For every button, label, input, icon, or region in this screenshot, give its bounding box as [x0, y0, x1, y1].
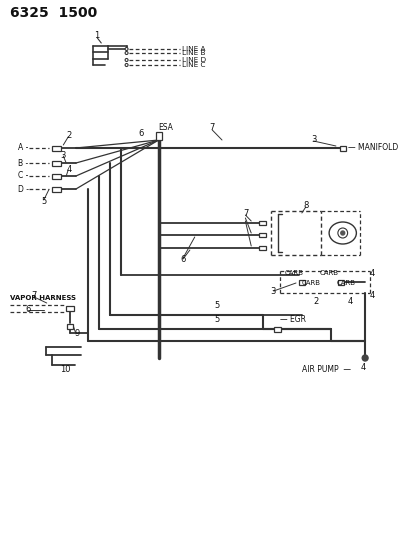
Bar — [259, 233, 266, 237]
Text: A -: A - — [18, 143, 28, 152]
Circle shape — [125, 59, 128, 61]
Bar — [52, 160, 61, 166]
Circle shape — [125, 47, 128, 51]
Bar — [274, 327, 281, 332]
Text: 3: 3 — [271, 287, 276, 295]
Text: 5: 5 — [41, 198, 46, 206]
Text: 2: 2 — [66, 131, 71, 140]
Text: C -: C - — [18, 172, 28, 181]
Text: 4: 4 — [348, 296, 353, 305]
Text: D -: D - — [18, 184, 29, 193]
Text: 6: 6 — [138, 128, 144, 138]
Circle shape — [341, 231, 345, 235]
Text: LINE A: LINE A — [182, 46, 206, 52]
Text: — MANIFOLD: — MANIFOLD — [348, 143, 398, 152]
Bar — [338, 279, 344, 285]
Text: CARB: CARB — [319, 270, 338, 276]
Text: 8: 8 — [304, 200, 309, 209]
Bar — [67, 324, 73, 328]
Ellipse shape — [329, 222, 356, 244]
Text: 4: 4 — [360, 364, 366, 373]
Bar — [156, 132, 162, 140]
Text: 10: 10 — [60, 366, 71, 375]
Bar — [259, 221, 266, 225]
Bar — [52, 174, 61, 179]
Text: ESA: ESA — [159, 124, 173, 133]
Bar — [299, 279, 305, 285]
Text: 1: 1 — [94, 31, 100, 41]
Text: 6: 6 — [25, 304, 31, 313]
Bar — [52, 187, 61, 191]
Text: — EGR: — EGR — [280, 316, 306, 325]
Text: 7: 7 — [31, 290, 37, 300]
Text: 6325  1500: 6325 1500 — [10, 6, 97, 20]
Text: 3: 3 — [60, 150, 66, 159]
Text: 4: 4 — [370, 269, 375, 278]
Text: 4: 4 — [370, 292, 375, 301]
Text: B -: B - — [18, 158, 28, 167]
Text: 2: 2 — [313, 296, 319, 305]
Text: CARB: CARB — [284, 270, 303, 276]
Text: 6: 6 — [180, 255, 186, 264]
Text: LINE B: LINE B — [182, 50, 206, 56]
Circle shape — [125, 63, 128, 67]
Text: 9: 9 — [74, 328, 79, 337]
Bar — [52, 146, 61, 150]
Text: LINE C: LINE C — [182, 62, 206, 68]
Text: 5: 5 — [214, 316, 220, 325]
Circle shape — [125, 52, 128, 54]
Bar — [340, 146, 346, 150]
Text: 5: 5 — [214, 301, 220, 310]
Bar — [259, 246, 266, 250]
Text: CARB: CARB — [337, 280, 356, 286]
Text: AIR PUMP  —: AIR PUMP — — [302, 366, 351, 375]
Text: LINE D: LINE D — [182, 57, 206, 63]
Circle shape — [338, 228, 348, 238]
Text: 4: 4 — [66, 165, 71, 174]
Bar — [66, 305, 74, 311]
Text: VAPOR HARNESS: VAPOR HARNESS — [10, 295, 76, 301]
Text: 7: 7 — [244, 208, 249, 217]
Text: 3: 3 — [312, 134, 317, 143]
Text: 7: 7 — [209, 124, 215, 133]
Text: CARB: CARB — [302, 280, 321, 286]
Circle shape — [362, 355, 368, 361]
